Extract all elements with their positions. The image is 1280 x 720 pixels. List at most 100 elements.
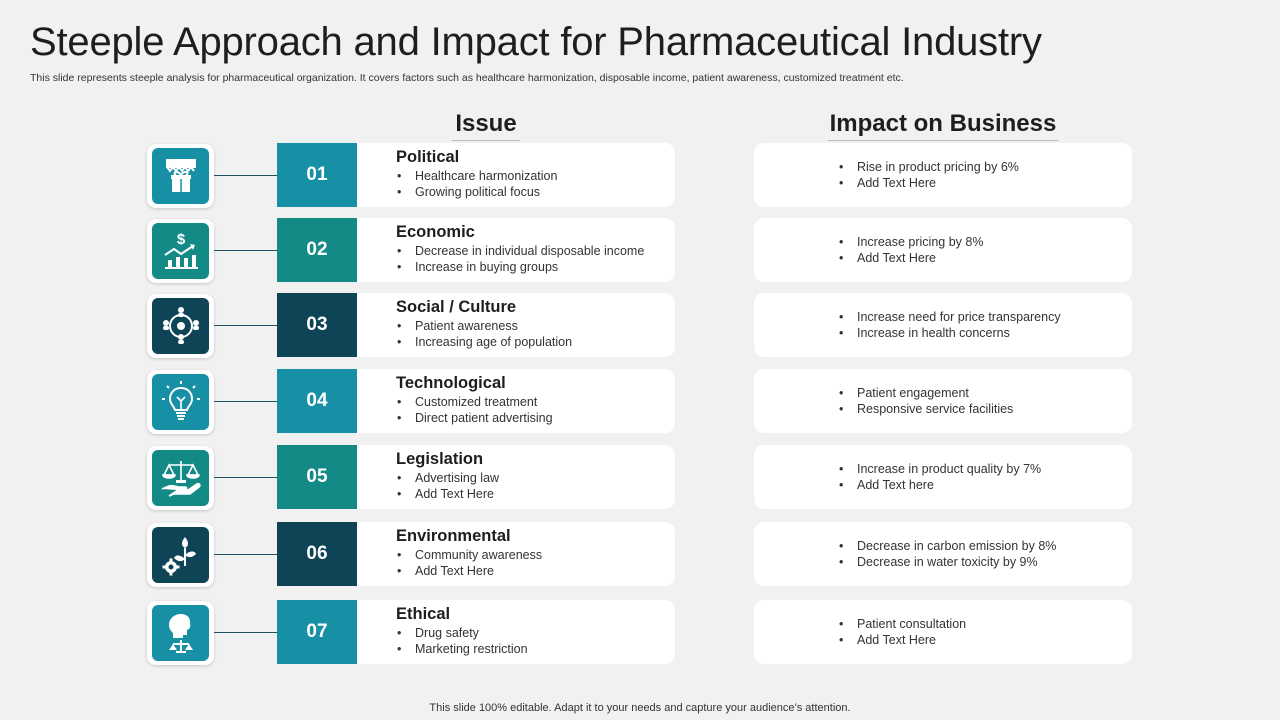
impact-bullet-list: Decrease in carbon emission by 8%Decreas… (838, 538, 1132, 570)
issue-bullet: Marketing restriction (396, 641, 675, 657)
impact-bullet: Decrease in water toxicity by 9% (838, 554, 1132, 570)
row-icon-frame (147, 446, 214, 510)
impact-card: Patient consultationAdd Text Here (754, 600, 1132, 664)
impact-bullet: Increase in product quality by 7% (838, 461, 1132, 477)
impact-bullet-list: Increase pricing by 8%Add Text Here (838, 234, 1132, 266)
issue-bullet: Decrease in individual disposable income (396, 243, 675, 259)
row-icon-frame (147, 294, 214, 358)
issue-title: Technological (396, 374, 506, 392)
impact-bullet: Add Text Here (838, 632, 1132, 648)
row-icon-frame (147, 370, 214, 434)
impact-card: Patient engagementResponsive service fac… (754, 369, 1132, 433)
row-connector-line (214, 250, 278, 251)
impact-bullet: Increase need for price transparency (838, 309, 1132, 325)
issue-title: Social / Culture (396, 298, 517, 316)
impact-bullet: Add Text here (838, 477, 1132, 493)
issue-bullet-list: Drug safetyMarketing restriction (396, 625, 675, 657)
issue-title: Economic (396, 223, 475, 241)
impact-bullet-list: Increase need for price transparencyIncr… (838, 309, 1132, 341)
dollar-chart-icon: $ (152, 223, 209, 279)
issue-bullet-list: Advertising lawAdd Text Here (396, 470, 675, 502)
row-connector-line (214, 632, 278, 633)
issue-card: Ethical Drug safetyMarketing restriction (357, 600, 675, 664)
steeple-row-06: 06 Environmental Community awarenessAdd … (0, 522, 1280, 587)
issue-header-underline (452, 140, 520, 141)
issue-card: Legislation Advertising lawAdd Text Here (357, 445, 675, 509)
steeple-row-02: $ 02 Economic Decrease in individual dis… (0, 218, 1280, 283)
impact-header-underline (828, 140, 1058, 141)
plant-gear-icon (152, 527, 209, 583)
issue-card: Social / Culture Patient awarenessIncrea… (357, 293, 675, 357)
row-connector-line (214, 401, 278, 402)
issue-bullet: Community awareness (396, 547, 675, 563)
issue-bullet: Add Text Here (396, 563, 675, 579)
steeple-row-03: 03 Social / Culture Patient awarenessInc… (0, 293, 1280, 358)
impact-card: Increase in product quality by 7%Add Tex… (754, 445, 1132, 509)
lightbulb-circuit-icon (152, 374, 209, 430)
issue-card: Technological Customized treatmentDirect… (357, 369, 675, 433)
row-number-badge: 05 (277, 445, 357, 509)
row-connector-line (214, 477, 278, 478)
issue-bullet: Direct patient advertising (396, 410, 675, 426)
row-number-badge: 03 (277, 293, 357, 357)
steeple-row-01: 01 Political Healthcare harmonizationGro… (0, 143, 1280, 208)
issue-card: Environmental Community awarenessAdd Tex… (357, 522, 675, 586)
steeple-row-07: 07 Ethical Drug safetyMarketing restrict… (0, 600, 1280, 665)
impact-column-header: Impact on Business (828, 110, 1058, 141)
impact-card: Increase pricing by 8%Add Text Here (754, 218, 1132, 282)
issue-title: Ethical (396, 605, 451, 623)
impact-bullet: Increase pricing by 8% (838, 234, 1132, 250)
issue-bullet: Healthcare harmonization (396, 168, 675, 184)
impact-bullet-list: Patient consultationAdd Text Here (838, 616, 1132, 648)
impact-card: Decrease in carbon emission by 8%Decreas… (754, 522, 1132, 586)
row-number-badge: 02 (277, 218, 357, 282)
issue-bullet-list: Decrease in individual disposable income… (396, 243, 675, 275)
issue-header-label: Issue (455, 110, 517, 137)
row-number-badge: 01 (277, 143, 357, 207)
impact-bullet-list: Patient engagementResponsive service fac… (838, 385, 1132, 417)
impact-card: Increase need for price transparencyIncr… (754, 293, 1132, 357)
impact-bullet: Decrease in carbon emission by 8% (838, 538, 1132, 554)
issue-card: Economic Decrease in individual disposab… (357, 218, 675, 282)
impact-bullet: Responsive service facilities (838, 401, 1132, 417)
impact-bullet: Increase in health concerns (838, 325, 1132, 341)
issue-bullet-list: Patient awarenessIncreasing age of popul… (396, 318, 675, 350)
row-connector-line (214, 325, 278, 326)
row-connector-line (214, 554, 278, 555)
impact-bullet: Add Text Here (838, 175, 1132, 191)
issue-title: Environmental (396, 527, 511, 545)
issue-card: Political Healthcare harmonizationGrowin… (357, 143, 675, 207)
row-icon-frame (147, 523, 214, 587)
impact-bullet-list: Increase in product quality by 7%Add Tex… (838, 461, 1132, 493)
row-connector-line (214, 175, 278, 176)
issue-bullet: Increasing age of population (396, 334, 675, 350)
impact-bullet: Add Text Here (838, 250, 1132, 266)
row-number-badge: 06 (277, 522, 357, 586)
impact-header-label: Impact on Business (829, 110, 1057, 137)
row-icon-frame (147, 601, 214, 665)
row-icon-frame (147, 144, 214, 208)
row-number-badge: 07 (277, 600, 357, 664)
row-icon-frame: $ (147, 219, 214, 283)
steeple-row-05: 05 Legislation Advertising lawAdd Text H… (0, 445, 1280, 510)
impact-bullet: Patient engagement (838, 385, 1132, 401)
steeple-row-04: 04 Technological Customized treatmentDir… (0, 369, 1280, 434)
page-subtitle: This slide represents steeple analysis f… (30, 72, 904, 84)
issue-title: Political (396, 148, 460, 166)
issue-bullet-list: Healthcare harmonizationGrowing politica… (396, 168, 675, 200)
issue-title: Legislation (396, 450, 484, 468)
row-number-badge: 04 (277, 369, 357, 433)
impact-bullet-list: Rise in product pricing by 6%Add Text He… (838, 159, 1132, 191)
gift-shop-icon (152, 148, 209, 204)
issue-bullet: Customized treatment (396, 394, 675, 410)
footer-note: This slide 100% editable. Adapt it to yo… (429, 702, 851, 714)
issue-bullet: Drug safety (396, 625, 675, 641)
issue-bullet: Add Text Here (396, 486, 675, 502)
issue-bullet: Growing political focus (396, 184, 675, 200)
scale-hand-icon (152, 450, 209, 506)
page-title: Steeple Approach and Impact for Pharmace… (30, 20, 1042, 64)
impact-bullet: Patient consultation (838, 616, 1132, 632)
issue-bullet-list: Community awarenessAdd Text Here (396, 547, 675, 579)
issue-column-header: Issue (452, 110, 520, 141)
people-network-icon (152, 298, 209, 354)
